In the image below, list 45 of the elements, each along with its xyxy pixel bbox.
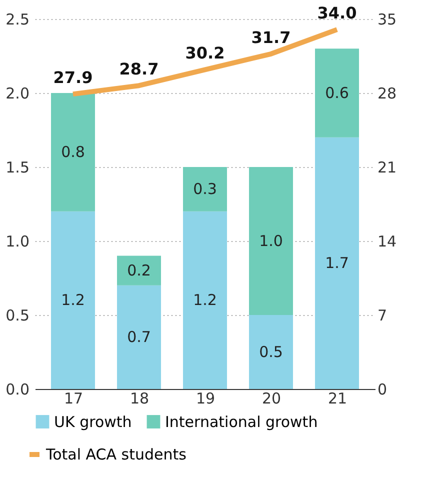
- bar: [117, 285, 161, 389]
- y2-tick-label: 14: [378, 232, 397, 250]
- data-label: 0.2: [127, 262, 151, 280]
- data-label: 34.0: [317, 4, 357, 23]
- data-label: 1.0: [259, 232, 283, 250]
- data-label: 30.2: [185, 44, 225, 63]
- y-tick-label: 0.0: [6, 380, 30, 398]
- bar: [51, 211, 95, 389]
- y2-tick-label: 21: [378, 158, 397, 176]
- y-tick-label: 1.0: [6, 232, 30, 250]
- y2-tick-label: 0: [378, 380, 388, 398]
- data-label: 0.3: [193, 180, 217, 198]
- x-tick-label: 17: [64, 390, 84, 408]
- bar: [249, 315, 293, 389]
- data-label: 1.2: [193, 291, 217, 310]
- data-label: 28.7: [119, 60, 159, 79]
- bar: [183, 211, 227, 389]
- x-tick-label: 20: [262, 390, 282, 408]
- bar: [249, 167, 293, 315]
- y-tick-label: 0.5: [6, 306, 30, 324]
- x-tick-label: 21: [328, 390, 348, 408]
- bar: [315, 137, 359, 389]
- bar: [117, 256, 161, 286]
- data-label: 27.9: [53, 68, 93, 88]
- y-tick-label: 1.5: [6, 158, 30, 176]
- x-tick-label: 19: [196, 390, 216, 408]
- legend-label: Total ACA students: [45, 446, 187, 464]
- data-label: 0.7: [127, 328, 151, 346]
- y-tick-label: 2.5: [6, 10, 30, 28]
- data-label: 1.7: [325, 254, 349, 272]
- data-label: 0.5: [259, 343, 283, 361]
- bar: [183, 167, 227, 212]
- y2-tick-label: 35: [378, 10, 397, 28]
- legend-label: International growth: [165, 412, 318, 431]
- bar: [51, 93, 95, 212]
- y2-tick-label: 28: [378, 84, 397, 102]
- data-label: 31.7: [251, 28, 291, 47]
- x-tick-label: 18: [130, 390, 150, 408]
- data-label: 0.8: [61, 143, 85, 162]
- legend-label: UK growth: [54, 412, 132, 431]
- data-label: 1.2: [61, 291, 85, 310]
- y2-tick-label: 7: [378, 306, 388, 324]
- data-label: 0.6: [325, 84, 349, 102]
- y-tick-label: 2.0: [6, 84, 30, 102]
- bar: [315, 48, 359, 138]
